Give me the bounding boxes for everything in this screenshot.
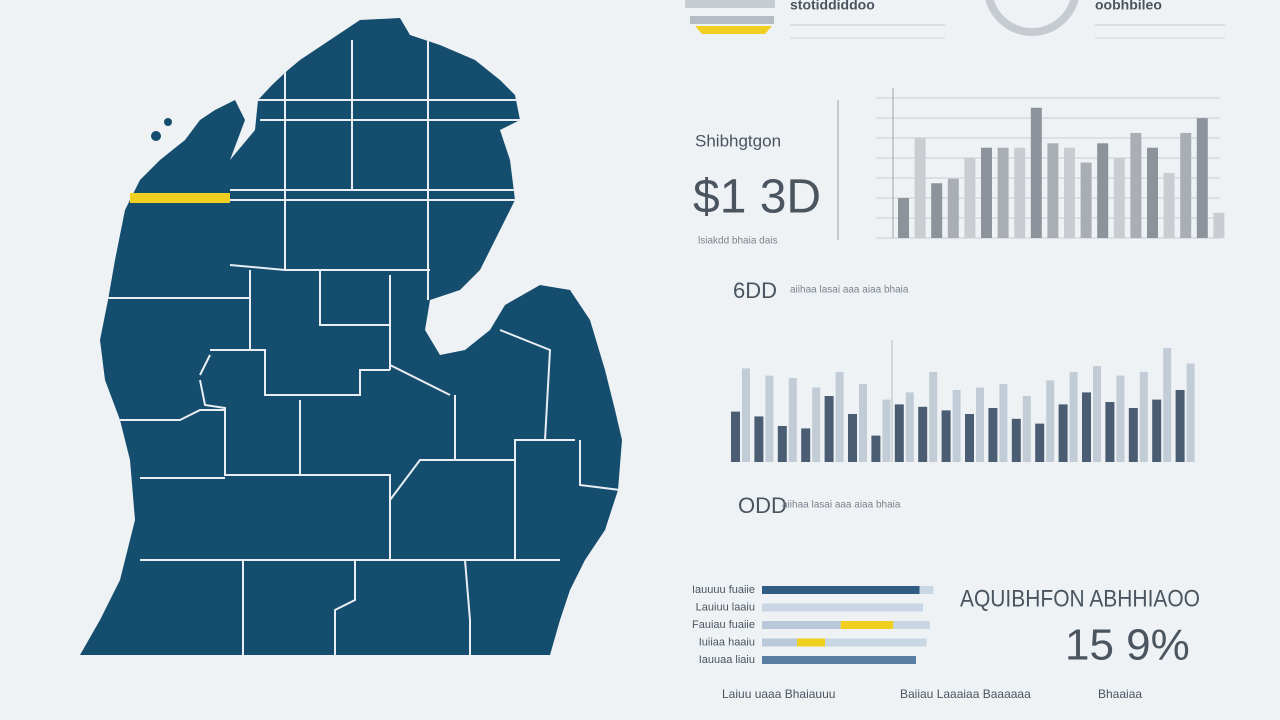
- bar: [1180, 132, 1192, 238]
- bar: [1058, 404, 1068, 462]
- bar-segment: [762, 603, 923, 612]
- bar-segment: [893, 621, 930, 629]
- bar: [1139, 372, 1148, 462]
- bar: [931, 183, 943, 238]
- bar: [1175, 390, 1185, 462]
- bar: [1080, 162, 1092, 238]
- header-label: stotiddiddoo: [790, 0, 875, 13]
- stat-note: aiihaa lasai aaa aiaa bhaia: [782, 500, 901, 511]
- bar: [1011, 418, 1021, 462]
- bar: [1163, 348, 1172, 462]
- stat-value: $1 3D: [693, 171, 821, 224]
- bar: [871, 435, 881, 462]
- bar-segment: [762, 656, 916, 664]
- bar: [1069, 372, 1078, 462]
- footer-text: Baiiau Laaaiaa Baaaaaa: [900, 687, 1031, 701]
- bar: [929, 372, 938, 462]
- bar-segment: [762, 586, 920, 594]
- bar: [964, 158, 976, 238]
- bar: [731, 411, 740, 462]
- header-icons: [685, 0, 1225, 39]
- map: [80, 18, 622, 655]
- bar: [801, 428, 811, 462]
- stat-note: aiihaa lasai aaa aiaa bhaia: [790, 285, 909, 296]
- bar: [1105, 402, 1115, 462]
- bar: [965, 414, 974, 462]
- bar: [777, 426, 787, 462]
- bar: [997, 147, 1009, 238]
- bar: [1047, 143, 1059, 238]
- bar: [1030, 107, 1042, 238]
- footer-text: Bhaaiaa: [1098, 687, 1142, 701]
- bar: [742, 368, 750, 462]
- bar-label: Fauiau fuaiie: [692, 619, 755, 631]
- bar-segment: [797, 638, 825, 647]
- bar-segment: [825, 638, 927, 647]
- bar: [918, 406, 928, 462]
- bar: [914, 137, 926, 238]
- bar: [1213, 212, 1225, 238]
- bar: [859, 384, 867, 462]
- bar: [835, 372, 844, 462]
- bar-segment: [919, 586, 934, 594]
- bar: [1116, 375, 1125, 462]
- bar-label: Iauuaa liaiu: [699, 654, 755, 666]
- bar: [1128, 408, 1138, 462]
- bar: [754, 416, 764, 462]
- bar: [894, 404, 904, 462]
- bar-segment: [762, 621, 841, 629]
- bar: [824, 396, 834, 462]
- bar: [1035, 423, 1045, 462]
- bar: [788, 378, 797, 462]
- bar-segment: [762, 638, 797, 647]
- bar: [1196, 118, 1208, 238]
- highlight: [130, 193, 230, 203]
- bar-label: Iuiiaa haaiu: [699, 636, 755, 648]
- stat-note: lsiakdd bhaia dais: [698, 236, 778, 247]
- bar: [976, 387, 984, 462]
- bar: [848, 414, 857, 462]
- bar-segment: [840, 621, 894, 629]
- bar: [1130, 132, 1142, 238]
- stat-value: 15 9%: [1065, 621, 1190, 670]
- bar: [905, 392, 914, 462]
- bar: [1082, 392, 1091, 462]
- bar: [898, 198, 909, 238]
- header-label: oobhbileo: [1095, 0, 1162, 13]
- bar: [999, 384, 1008, 462]
- bar: [1064, 147, 1075, 238]
- bar: [947, 178, 959, 238]
- bar: [1152, 399, 1162, 462]
- stat-value: ODD: [738, 493, 787, 518]
- bar-label: Iauuuu fuaiie: [692, 584, 755, 596]
- bar: [1113, 158, 1125, 238]
- bar: [765, 375, 774, 462]
- stat-label: Shibhgtgon: [695, 131, 781, 150]
- bar: [952, 390, 961, 462]
- stat-value: 6DD: [733, 278, 777, 303]
- bar: [1046, 380, 1055, 462]
- bar: [1097, 143, 1109, 238]
- bar: [882, 399, 891, 462]
- bar: [1147, 147, 1158, 238]
- county-lines: [105, 40, 621, 655]
- bar: [1022, 396, 1031, 462]
- stat-label: AQUIBHFON ABHHIAOO: [960, 585, 1200, 612]
- bar: [812, 387, 821, 462]
- bar: [1093, 366, 1101, 462]
- bar-label: Lauiuu laaiu: [696, 601, 755, 613]
- footer-text: Laiuu uaaa Bhaiauuu: [722, 687, 835, 701]
- bar: [981, 147, 992, 238]
- bar: [941, 410, 951, 462]
- bar: [1163, 172, 1175, 238]
- bar: [1014, 147, 1026, 238]
- bar: [988, 408, 998, 462]
- bar: [1186, 363, 1195, 462]
